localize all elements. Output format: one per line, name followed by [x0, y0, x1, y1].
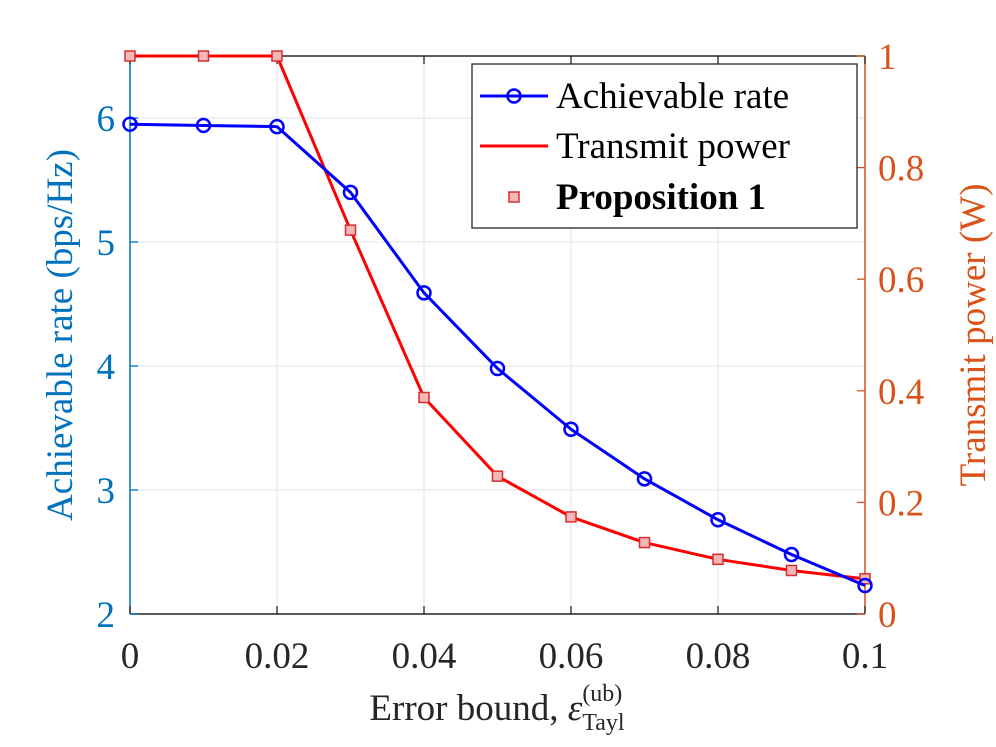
right-tick-label: 0.6 — [878, 260, 924, 301]
series-layer — [122, 50, 873, 594]
legend-power-label: Transmit power — [556, 126, 790, 167]
proposition-1-marker — [565, 511, 577, 523]
x-tick-label: 0 — [121, 636, 140, 677]
proposition-1-marker — [271, 50, 283, 62]
x-tick-label: 0.08 — [686, 636, 751, 677]
achievable-rate-marker — [563, 421, 579, 437]
proposition-1-marker — [344, 224, 357, 236]
x-axis-label: Error bound, ε(ub) Tayl — [369, 681, 625, 736]
left-tick-label: 4 — [97, 347, 116, 388]
right-tick-label: 0.8 — [878, 149, 924, 190]
right-axis-ticks: 0 0.2 0.4 0.6 0.8 1 — [857, 37, 924, 636]
achievable-rate-marker — [636, 471, 653, 487]
proposition-1-marker — [638, 536, 651, 549]
x-axis-label-superscript: (ub) — [582, 681, 622, 707]
right-tick-label: 1 — [878, 37, 897, 78]
achievable-rate-marker — [710, 512, 726, 528]
achievable-rate-line — [129, 122, 866, 587]
right-axis-label: Transmit power (W) — [953, 184, 994, 487]
x-axis-label-symbol: ε — [568, 688, 583, 729]
right-tick-label: 0.2 — [878, 483, 924, 524]
left-axis-ticks: 2 3 4 5 6 — [97, 99, 138, 636]
left-tick-label: 2 — [97, 595, 116, 636]
achievable-rate-marker — [195, 117, 212, 134]
x-axis-label-subscript: Tayl — [582, 710, 625, 736]
proposition-1-marker — [491, 470, 504, 482]
x-tick-label: 0.1 — [842, 636, 888, 677]
proposition-1-marker — [197, 50, 210, 62]
proposition-1-marker — [124, 50, 136, 62]
left-tick-label: 3 — [97, 471, 116, 512]
proposition-1-marker — [712, 553, 724, 566]
proposition-1-marker — [418, 391, 430, 404]
achievable-rate-marker — [783, 546, 800, 563]
legend-proposition-marker-swatch — [508, 191, 520, 203]
legend-proposition-label: Proposition 1 — [556, 177, 766, 218]
proposition-1-marker — [785, 564, 798, 577]
right-tick-label: 0 — [878, 595, 897, 636]
x-tick-label: 0.04 — [392, 636, 457, 677]
x-tick-label: 0.06 — [539, 636, 604, 677]
achievable-rate-marker — [122, 116, 138, 132]
right-tick-label: 0.4 — [878, 372, 924, 413]
achievable-rate-marker — [342, 184, 359, 201]
achievable-rate-marker — [269, 118, 285, 135]
series-group — [122, 50, 873, 594]
left-tick-label: 6 — [97, 99, 116, 140]
achievable-rate-marker — [489, 360, 506, 377]
legend-rate-marker-swatch — [506, 88, 522, 104]
left-axis-label: Achievable rate (bps/Hz) — [40, 149, 81, 521]
legend: Achievable rate Transmit power Propositi… — [471, 63, 858, 229]
achievable-rate-marker — [416, 285, 432, 301]
legend-rate-label: Achievable rate — [556, 76, 789, 117]
x-tick-label: 0.02 — [245, 636, 310, 677]
x-axis-label-text: Error bound, — [369, 688, 567, 729]
left-tick-label: 5 — [97, 223, 116, 264]
achievable-rate-marker — [857, 577, 873, 594]
